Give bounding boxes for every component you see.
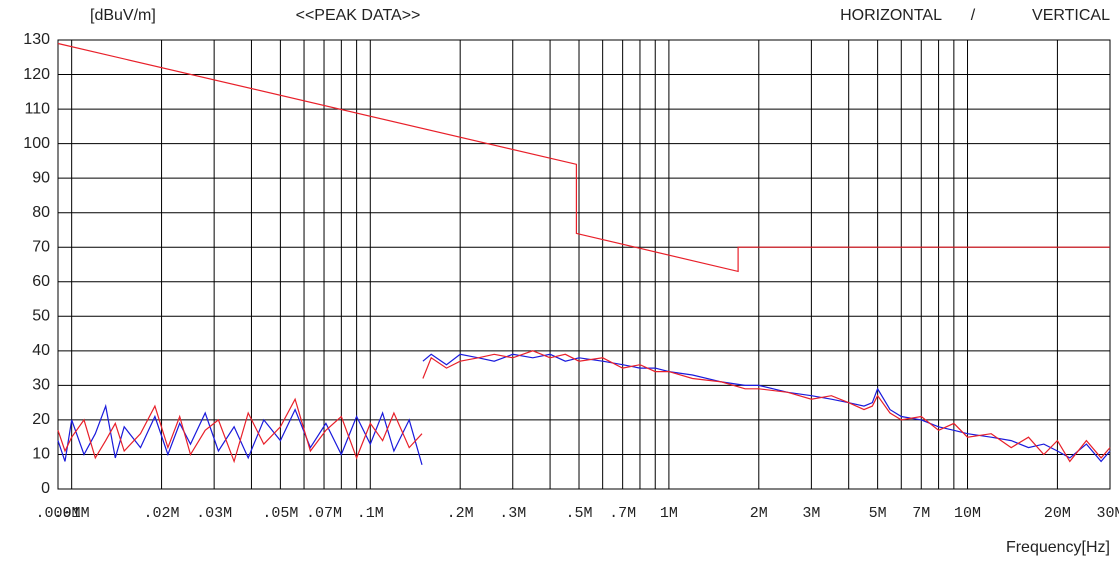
x-axis-label: Frequency[Hz]	[1006, 539, 1110, 556]
x-tick-label: .5M	[566, 505, 593, 522]
y-tick-label: 110	[24, 100, 50, 117]
y-tick-label: 0	[41, 480, 50, 497]
x-tick-label: .009M	[35, 505, 80, 522]
x-tick-label: .01M	[54, 505, 90, 522]
x-tick-label: .03M	[196, 505, 232, 522]
y-tick-label: 30	[32, 377, 50, 394]
y-tick-label: 100	[23, 135, 50, 152]
x-tick-label: .02M	[144, 505, 180, 522]
x-tick-label: 30M	[1096, 505, 1119, 522]
y-tick-label: 90	[32, 169, 50, 186]
legend-horizontal: HORIZONTAL	[840, 7, 942, 24]
series-line	[57, 353, 1111, 465]
x-tick-label: 3M	[802, 505, 820, 522]
chart-title: <<PEAK DATA>>	[296, 7, 421, 24]
x-tick-label: 7M	[912, 505, 930, 522]
x-tick-label: 10M	[954, 505, 981, 522]
plot-frame	[57, 39, 1111, 490]
x-tick-label: .7M	[609, 505, 636, 522]
y-tick-label: 20	[32, 411, 50, 428]
limit-line	[57, 42, 1110, 273]
x-tick-label: .3M	[499, 505, 526, 522]
y-tick-label: 60	[32, 273, 50, 290]
legend-separator: /	[971, 7, 976, 24]
y-tick-label: 10	[32, 446, 50, 463]
series-line	[57, 350, 1111, 464]
x-tick-label: 2M	[750, 505, 768, 522]
y-tick-label: 50	[32, 308, 50, 325]
y-tick-label: 120	[23, 66, 50, 83]
x-tick-label: 5M	[869, 505, 887, 522]
y-tick-label: 130	[23, 31, 50, 48]
x-tick-label: .05M	[262, 505, 298, 522]
y-tick-label: 80	[32, 204, 50, 221]
y-axis-label: [dBuV/m]	[90, 7, 156, 24]
x-tick-label: 1M	[660, 505, 678, 522]
legend-vertical: VERTICAL	[1032, 7, 1110, 24]
x-tick-label: 20M	[1044, 505, 1071, 522]
x-tick-label: .1M	[357, 505, 384, 522]
x-tick-label: .2M	[447, 505, 474, 522]
y-tick-label: 70	[32, 238, 50, 255]
y-tick-label: 40	[32, 342, 50, 359]
x-tick-label: .07M	[306, 505, 342, 522]
